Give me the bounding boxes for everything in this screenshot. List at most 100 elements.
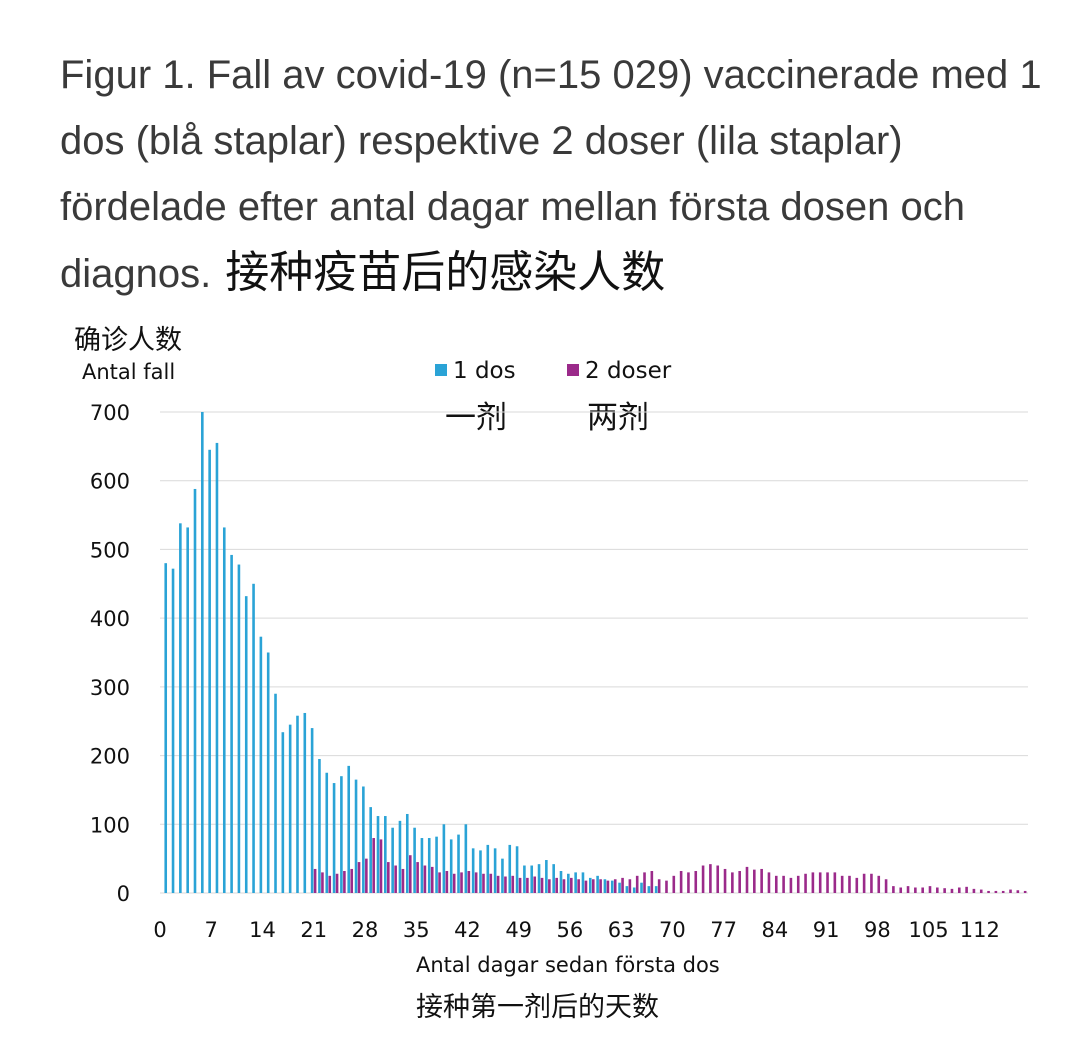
bar-1-dos xyxy=(588,877,592,893)
bar-1-dos xyxy=(171,568,175,893)
bar-2-doser xyxy=(365,858,368,893)
bar-1-dos xyxy=(193,488,197,893)
bar-2-doser xyxy=(687,872,690,893)
y-tick-label: 700 xyxy=(90,401,130,425)
bar-1-dos xyxy=(413,827,416,893)
bar-1-dos xyxy=(442,824,446,893)
bar-2-doser xyxy=(335,873,339,893)
bar-2-doser xyxy=(928,886,932,893)
legend-label-1-dos-cn: 一剂 xyxy=(445,400,507,436)
bar-2-doser xyxy=(957,887,961,893)
x-tick-label: 84 xyxy=(762,918,789,942)
x-axis-label-cn: 接种第一剂后的天数 xyxy=(416,992,659,1023)
legend-label-2-doser-cn: 两剂 xyxy=(587,400,649,436)
bar-1-dos xyxy=(610,880,614,893)
bar-2-doser xyxy=(899,887,903,893)
bar-1-dos xyxy=(501,858,504,893)
bar-1-dos xyxy=(603,879,607,893)
y-tick-label: 0 xyxy=(117,882,130,906)
bar-1-dos xyxy=(310,728,314,893)
bar-1-dos xyxy=(347,765,351,893)
bar-2-doser xyxy=(1016,890,1020,893)
bar-2-doser xyxy=(760,868,763,893)
x-tick-label: 42 xyxy=(454,918,481,942)
bar-2-doser xyxy=(701,865,705,893)
bar-1-dos xyxy=(640,882,643,893)
bar-1-dos xyxy=(545,860,548,893)
bar-2-doser xyxy=(840,875,844,893)
legend-swatch-1-dos xyxy=(435,363,447,376)
bar-2-doser xyxy=(474,872,478,893)
y-tick-label: 400 xyxy=(90,607,130,631)
bar-2-doser xyxy=(745,866,749,893)
bar-2-doser xyxy=(621,877,624,893)
y-tick-labels: 0 100 200 300 400 500 600 700 xyxy=(90,401,130,906)
bar-1-dos xyxy=(369,807,372,893)
bar-2-doser xyxy=(438,872,441,893)
bar-2-doser xyxy=(577,879,580,893)
bar-1-dos xyxy=(464,824,468,893)
bar-1-dos xyxy=(552,864,555,893)
bar-2-doser xyxy=(870,873,873,893)
bar-1-dos xyxy=(340,776,343,893)
bar-1-dos xyxy=(281,732,285,893)
bar-2-doser xyxy=(452,873,456,893)
bar-2-doser xyxy=(782,875,785,893)
y-tick-label: 300 xyxy=(90,676,130,700)
bar-1-dos xyxy=(654,886,658,893)
bar-1-dos xyxy=(164,563,168,893)
bar-2-doser xyxy=(511,875,515,893)
bar-2-doser xyxy=(804,873,807,893)
bar-1-dos xyxy=(398,820,402,893)
y-tick-label: 500 xyxy=(90,538,130,562)
bar-1-dos xyxy=(376,816,380,893)
legend-item-2-doser: 2 doser xyxy=(567,358,671,384)
x-tick-label: 105 xyxy=(909,918,949,942)
bar-2-doser xyxy=(643,872,646,893)
bar-2-doser xyxy=(482,873,485,893)
bar-2-doser xyxy=(445,871,449,893)
bar-2-doser xyxy=(504,876,507,893)
bar-1-dos xyxy=(266,652,270,893)
bar-2-doser xyxy=(313,868,317,893)
bar-2-doser xyxy=(606,880,610,893)
bar-2-doser xyxy=(379,839,383,893)
bar-1-dos xyxy=(325,772,329,893)
bar-1-dos xyxy=(449,839,453,893)
bar-2-doser xyxy=(599,879,602,893)
series-1-dos-bars xyxy=(164,412,658,893)
bar-1-dos xyxy=(479,850,482,893)
bar-2-doser xyxy=(1001,890,1005,893)
bar-1-dos xyxy=(457,834,460,893)
bar-2-doser xyxy=(811,872,815,893)
bar-2-doser xyxy=(855,877,859,893)
bar-1-dos xyxy=(574,872,577,893)
bar-2-doser xyxy=(679,871,683,893)
bar-1-dos xyxy=(435,836,438,893)
bar-1-dos xyxy=(303,712,307,893)
bar-2-doser xyxy=(408,855,412,893)
bar-2-doser xyxy=(526,877,529,893)
x-tick-label: 35 xyxy=(403,918,430,942)
bar-1-dos xyxy=(618,882,621,893)
x-axis-label: Antal dagar sedan första dos xyxy=(416,953,720,977)
bar-1-dos xyxy=(259,636,263,893)
bar-2-doser xyxy=(943,888,946,893)
bar-2-doser xyxy=(350,868,354,893)
bar-1-dos xyxy=(625,886,629,893)
bar-1-dos xyxy=(405,813,409,893)
bar-1-dos xyxy=(391,827,394,893)
legend-swatch-2-doser xyxy=(567,363,579,376)
bar-2-doser xyxy=(665,880,668,893)
bar-2-doser xyxy=(789,877,793,893)
bar-2-doser xyxy=(657,879,661,893)
bar-1-dos xyxy=(515,846,519,893)
bar-1-dos xyxy=(215,442,219,893)
bar-2-doser xyxy=(467,871,471,893)
x-tick-label: 112 xyxy=(960,918,1000,942)
bar-1-dos xyxy=(596,875,599,893)
bar-2-doser xyxy=(1023,890,1027,893)
bar-2-doser xyxy=(672,875,676,893)
legend-label-2-doser: 2 doser xyxy=(585,358,672,384)
